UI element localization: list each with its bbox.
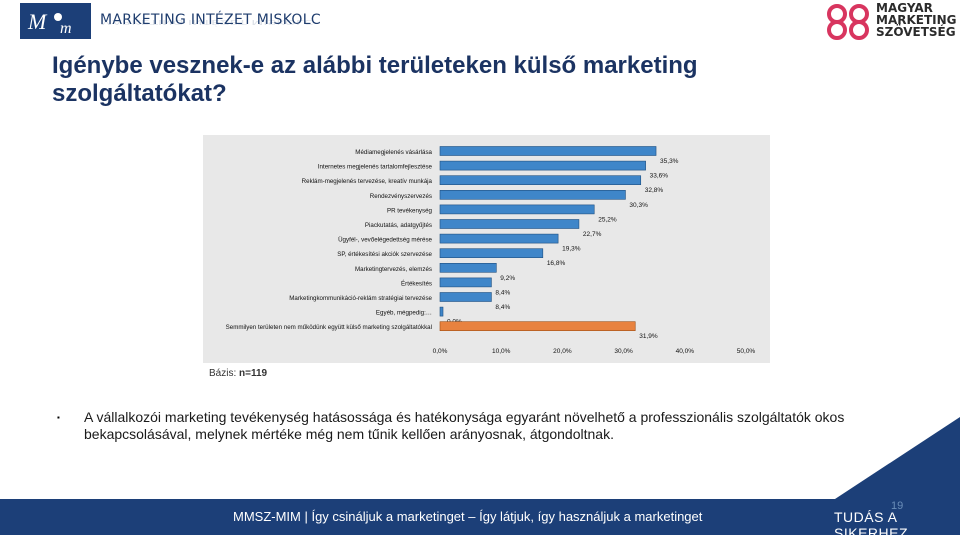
- bar-highlight: [439, 321, 636, 331]
- category-label: Médiamegjelenés vásárlása: [355, 149, 432, 156]
- data-label: 33,6%: [650, 173, 669, 180]
- base-note-label: Bázis:: [209, 368, 237, 379]
- category-label: Ügyfél-, vevőelégedettség mérése: [338, 237, 432, 244]
- category-label: Rendezvényszervezés: [370, 193, 432, 200]
- base-note: Bázis: n=119: [209, 368, 267, 379]
- bar: [439, 292, 492, 302]
- x-tick-label: 0,0%: [433, 348, 448, 355]
- org-name-reflection: MARKETING INTÉZET MISKOLC: [100, 18, 314, 26]
- footer-bar: [0, 499, 960, 535]
- footer-text: MMSZ-MIM | Így csináljuk a marketinget –…: [233, 509, 703, 524]
- data-label: 19,3%: [562, 246, 581, 253]
- summary-text: A vállalkozói marketing tevékenység hatá…: [84, 409, 845, 442]
- data-label: 8,4%: [495, 304, 510, 311]
- footer-slogan: TUDÁS A SIKERHEZ: [834, 509, 909, 541]
- bar: [439, 277, 492, 288]
- bar: [439, 146, 657, 156]
- bar: [439, 263, 497, 273]
- data-label: 22,7%: [583, 231, 602, 238]
- data-label: 32,8%: [645, 187, 664, 194]
- mmsz-logo-icon: [827, 4, 869, 40]
- bullet-icon: ▪: [57, 413, 60, 422]
- data-label: 30,3%: [629, 202, 648, 209]
- data-label: 35,3%: [660, 158, 679, 165]
- bar-chart: Médiamegjelenés vásárlása 35,3% Internetes…: [226, 146, 756, 355]
- bar: [439, 175, 642, 186]
- x-tick-label: 30,0%: [614, 348, 633, 355]
- x-tick-label: 50,0%: [737, 348, 756, 355]
- mim-logo: M m: [20, 3, 91, 39]
- slide-title: Igénybe vesznek-e az alábbi területeken …: [52, 52, 698, 107]
- x-tick-label: 20,0%: [553, 348, 572, 355]
- bar: [439, 248, 544, 258]
- org-name: MARKETING INTÉZET MISKOLC: [100, 12, 321, 28]
- category-label: SP, értékesítési akciók szervezése: [337, 251, 432, 258]
- page-number: 19: [891, 500, 904, 512]
- corner-decoration: [835, 417, 960, 499]
- category-label: Marketingkommunikáció-reklám stratégiai …: [289, 295, 432, 302]
- category-label: Értékesítés: [401, 280, 432, 287]
- category-label: Marketingtervezés, elemzés: [355, 266, 432, 273]
- data-label: 25,2%: [598, 216, 617, 223]
- mim-logo-mark-icon: M m: [27, 9, 72, 37]
- partner-line-3: SZÖVETSÉG: [876, 25, 956, 39]
- partner-line-2: MARKETING: [876, 13, 957, 27]
- category-label: Internetes megjelenés tartalomfejlesztés…: [318, 164, 433, 171]
- bar: [439, 204, 595, 215]
- x-tick-label: 10,0%: [492, 348, 511, 355]
- bar: [439, 160, 646, 171]
- bar: [439, 233, 559, 244]
- bar: [439, 219, 580, 229]
- partner-name: MAGYAR MARKETING SZÖVETSÉG: [876, 2, 957, 38]
- svg-text:M: M: [27, 9, 48, 34]
- x-tick-label: 40,0%: [676, 348, 695, 355]
- category-label: PR tevékenység: [387, 207, 433, 214]
- bar: [439, 189, 626, 200]
- bar: [439, 306, 444, 317]
- category-label: Reklám-megjelenés tervezése, kreatív mun…: [302, 178, 433, 185]
- svg-text:m: m: [60, 20, 72, 37]
- category-label: Semmilyen területen nem működünk együtt …: [226, 324, 432, 331]
- data-label: 16,8%: [547, 260, 566, 267]
- data-label: 31,9%: [639, 333, 658, 340]
- data-label: 9,2%: [500, 275, 515, 282]
- category-label: Piackutatás, adatgyűjtés: [365, 222, 432, 229]
- data-label: 8,4%: [495, 289, 510, 296]
- partner-line-1: MAGYAR: [876, 1, 933, 15]
- base-note-value: n=119: [239, 368, 268, 379]
- category-label: Egyéb, mégpedig:…: [376, 310, 432, 317]
